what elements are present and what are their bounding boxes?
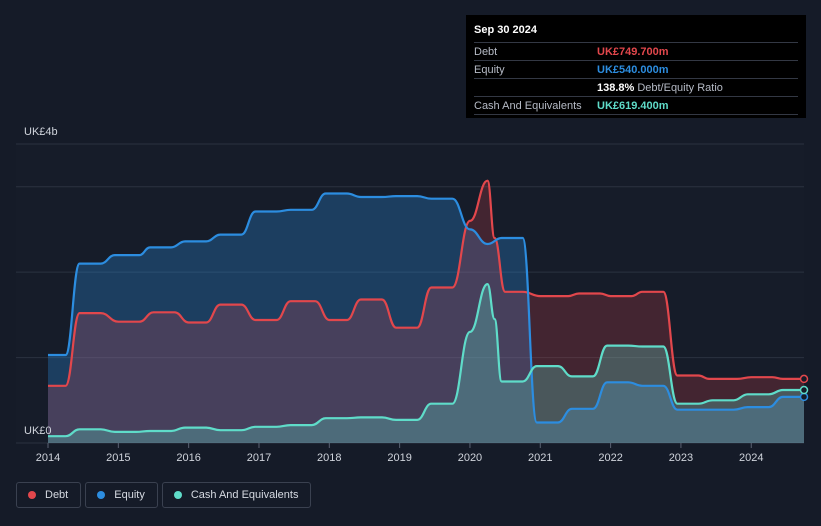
x-tick-label: 2018 [317, 452, 341, 464]
debt-end-marker [799, 374, 809, 384]
cash-end-marker [799, 385, 809, 395]
y-axis-top-label: UK£4b [24, 126, 58, 138]
x-tick-label: 2014 [36, 452, 60, 464]
tooltip-ratio-label: Debt/Equity Ratio [637, 81, 723, 94]
x-axis: 2014 2015 2016 2017 2018 2019 2020 2021 2022 2023… [36, 443, 763, 464]
equity-area [48, 193, 804, 443]
x-tick-label: 2015 [106, 452, 130, 464]
x-tick-label: 2021 [528, 452, 552, 464]
legend-item-equity[interactable]: Equity [85, 482, 158, 508]
x-tick-label: 2020 [458, 452, 482, 464]
chart-legend: Debt Equity Cash And Equivalents [16, 482, 312, 508]
tooltip-row-ratio: 138.8% Debt/Equity Ratio [474, 78, 798, 96]
legend-cash-label: Cash And Equivalents [190, 489, 299, 501]
debt-dot-icon [28, 491, 36, 499]
tooltip-equity-label: Equity [474, 63, 505, 76]
x-tick-label: 2024 [739, 452, 763, 464]
tooltip-debt-label: Debt [474, 45, 498, 58]
y-axis-bottom-label: UK£0 [24, 425, 52, 437]
tooltip-debt-value: UK£749.700m [597, 45, 669, 58]
series-end-markers [799, 374, 809, 402]
tooltip-row-debt: Debt UK£749.700m [474, 42, 798, 60]
grid-lines [16, 143, 804, 444]
legend-equity-label: Equity [114, 489, 145, 501]
tooltip-row-cash: Cash And Equivalents UK£619.400m [474, 96, 798, 115]
tooltip-row-equity: Equity UK£540.000m [474, 60, 798, 78]
cash-area [48, 284, 804, 443]
cash-line [48, 283, 804, 438]
equity-end-marker [799, 392, 809, 402]
x-tick-label: 2016 [176, 452, 200, 464]
series-lines [48, 179, 804, 438]
equity-dot-icon [97, 491, 106, 499]
debt-line [48, 179, 804, 387]
equity-line [48, 192, 804, 424]
tooltip-date: Sep 30 2024 [474, 24, 537, 36]
tooltip-ratio-value: 138.8% [597, 81, 635, 94]
tooltip-panel: Sep 30 2024 Debt UK£749.700m Equity UK£5… [466, 15, 806, 118]
legend-debt-label: Debt [45, 489, 69, 501]
x-tick-label: 2017 [247, 452, 271, 464]
debt-area [48, 180, 804, 443]
cash-dot-icon [173, 491, 182, 499]
tooltip-cash-value: UK£619.400m [597, 99, 669, 112]
tooltip-equity-value: UK£540.000m [597, 63, 669, 76]
legend-item-debt[interactable]: Debt [16, 482, 82, 508]
x-tick-label: 2023 [669, 452, 693, 464]
series-areas [48, 180, 804, 443]
x-tick-label: 2022 [598, 452, 622, 464]
tooltip-cash-label: Cash And Equivalents [474, 99, 582, 112]
legend-item-cash[interactable]: Cash And Equivalents [161, 482, 312, 508]
x-tick-label: 2019 [387, 452, 411, 464]
